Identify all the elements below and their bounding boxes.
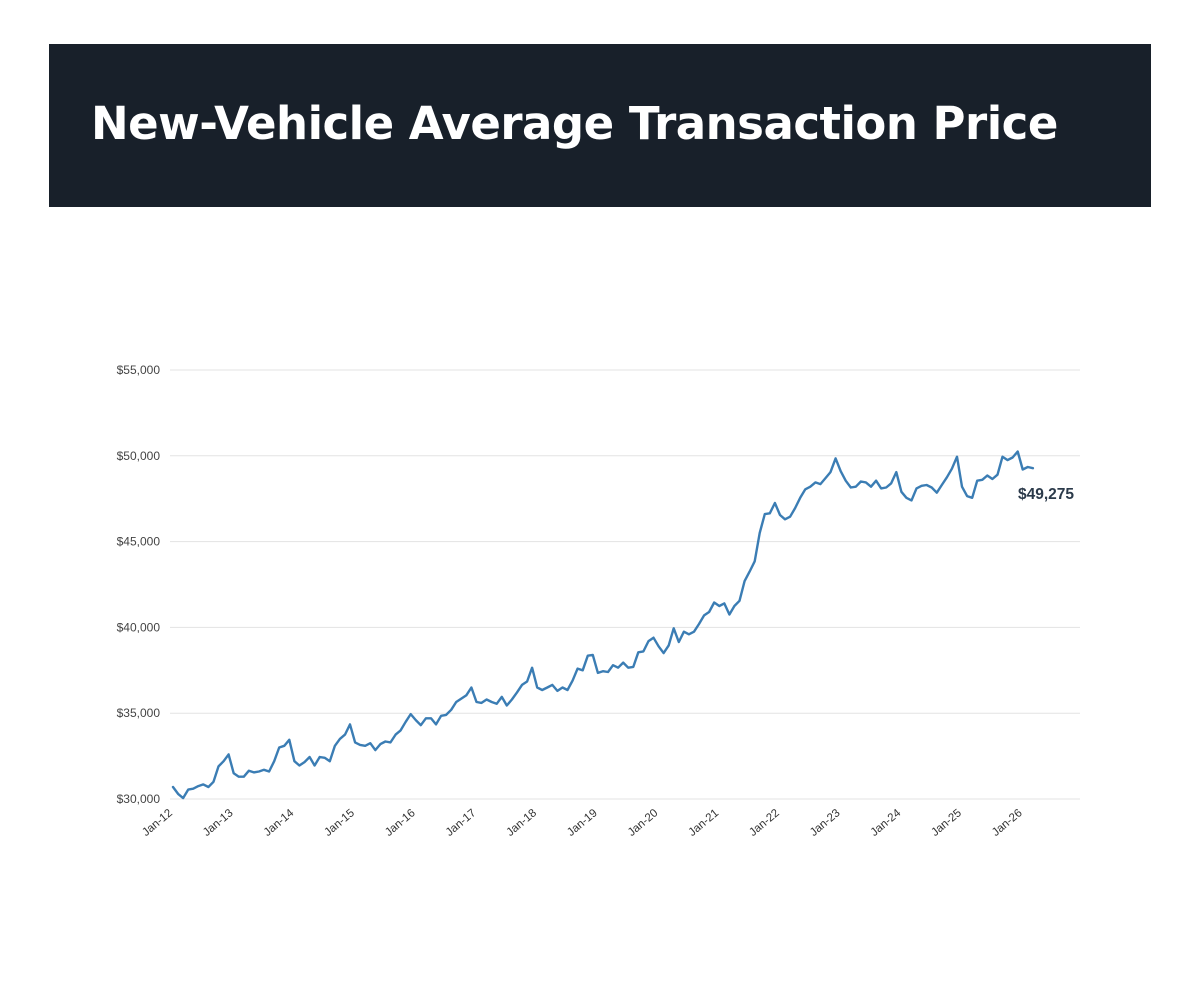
x-tick-label: Jan-20 bbox=[626, 807, 661, 839]
x-tick-label: Jan-13 bbox=[201, 807, 236, 839]
x-tick-label: Jan-12 bbox=[140, 807, 175, 839]
x-tick-label: Jan-19 bbox=[565, 807, 600, 839]
x-tick-label: Jan-26 bbox=[990, 807, 1025, 839]
page-title: New-Vehicle Average Transaction Price bbox=[91, 97, 1058, 150]
annotation-layer: $49,275 bbox=[1018, 486, 1074, 503]
x-tick-label: Jan-21 bbox=[687, 807, 722, 839]
y-tick-label: $50,000 bbox=[117, 449, 161, 463]
x-tick-label: Jan-17 bbox=[444, 807, 479, 839]
gridlines bbox=[170, 369, 1080, 800]
y-tick-label: $35,000 bbox=[117, 706, 161, 720]
x-tick-label: Jan-18 bbox=[504, 807, 539, 839]
x-tick-label: Jan-23 bbox=[808, 807, 843, 839]
series-layer bbox=[171, 450, 1035, 800]
series-line bbox=[171, 450, 1035, 800]
y-axis-tick-labels: $30,000 $35,000 $40,000 $45,000 $50,000 $55,0… bbox=[117, 363, 161, 806]
x-axis-tick-labels: Jan-12 Jan-13 Jan-14 Jan-15 Jan-16 Jan-17 Jan-… bbox=[140, 807, 1024, 839]
x-tick-label: Jan-16 bbox=[383, 807, 418, 839]
x-tick-label: Jan-24 bbox=[869, 807, 904, 839]
x-tick-label: Jan-22 bbox=[747, 807, 782, 839]
y-tick-label: $55,000 bbox=[117, 363, 161, 377]
title-banner: New-Vehicle Average Transaction Price bbox=[49, 44, 1151, 207]
latest-value-label: $49,275 bbox=[1018, 486, 1074, 503]
x-tick-label: Jan-25 bbox=[929, 807, 964, 839]
x-tick-label: Jan-14 bbox=[262, 807, 297, 839]
y-tick-label: $40,000 bbox=[117, 620, 161, 634]
y-tick-label: $45,000 bbox=[117, 535, 161, 549]
x-tick-label: Jan-15 bbox=[322, 807, 357, 839]
y-tick-label: $30,000 bbox=[117, 792, 161, 806]
